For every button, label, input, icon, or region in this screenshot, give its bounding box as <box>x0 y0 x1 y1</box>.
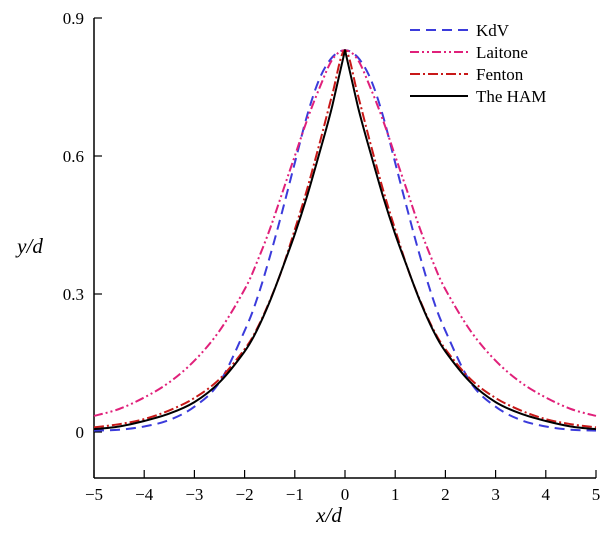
ticks: −5 −4 −3 −2 −1 0 1 2 3 4 5 0 0.3 0.6 0.9 <box>63 9 601 504</box>
legend-label: Laitone <box>476 43 528 62</box>
series-line-kdv <box>93 49 597 432</box>
legend-label: KdV <box>476 21 510 40</box>
x-tick-label: −1 <box>286 485 304 504</box>
x-axis-label: x/d <box>315 503 342 527</box>
x-tick-label: 3 <box>491 485 500 504</box>
y-axis-label: y/d <box>15 234 43 258</box>
x-tick-label: 5 <box>592 485 601 504</box>
x-tick-label: −3 <box>185 485 203 504</box>
legend-label: The HAM <box>476 87 546 106</box>
x-tick-label: −4 <box>135 485 154 504</box>
y-tick-label: 0.9 <box>63 9 84 28</box>
x-tick-label: 1 <box>391 485 400 504</box>
x-tick-label: 0 <box>341 485 350 504</box>
y-tick-label: 0 <box>76 423 85 442</box>
y-tick-label: 0.3 <box>63 285 84 304</box>
x-tick-label: 4 <box>542 485 551 504</box>
legend: KdV Laitone Fenton The HAM <box>410 21 546 106</box>
y-tick-label: 0.6 <box>63 147 84 166</box>
x-tick-label: −5 <box>85 485 103 504</box>
curves <box>93 49 597 432</box>
series-line-fenton <box>93 49 597 429</box>
x-tick-label: 2 <box>441 485 450 504</box>
legend-label: Fenton <box>476 65 524 84</box>
x-tick-label: −2 <box>236 485 254 504</box>
series-line-the-ham <box>93 49 597 431</box>
